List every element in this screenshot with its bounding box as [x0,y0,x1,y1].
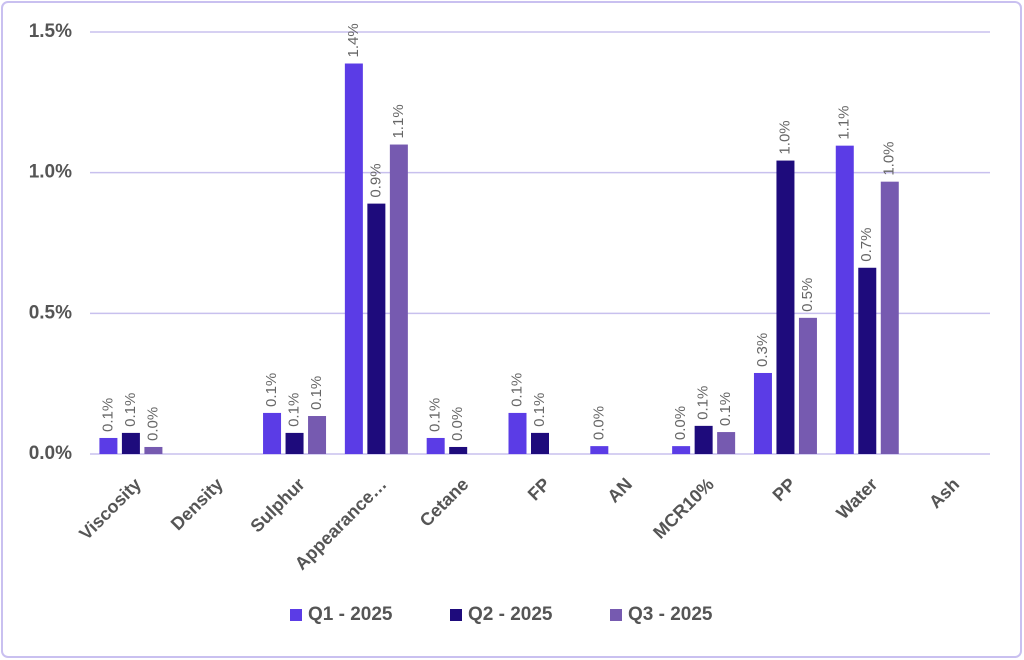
bar [776,160,795,454]
legend-swatch [450,609,462,621]
bar [590,446,609,454]
value-label: 0.9% [367,163,384,197]
y-tick-label: 0.0% [29,443,72,464]
bar [144,446,163,454]
bar [880,181,899,455]
value-label: 0.1% [99,398,116,432]
value-label: 0.1% [531,393,548,427]
value-label: 0.1% [695,386,712,420]
value-label: 0.1% [508,373,525,407]
bar [672,446,691,454]
value-label: 0.1% [263,373,280,407]
legend-label: Q2 - 2025 [468,604,553,625]
bar [367,203,386,454]
bar [858,267,877,454]
value-label: 0.1% [308,376,325,410]
y-tick-label: 0.5% [29,302,72,323]
y-tick-label: 1.5% [29,21,72,42]
value-label: 1.0% [881,141,898,175]
value-label: 1.1% [836,105,853,139]
value-label: 0.0% [672,406,689,440]
value-label: 0.0% [449,407,466,441]
bar [508,412,527,454]
value-label: 0.3% [754,333,771,367]
bar [531,432,549,454]
value-label: 0.0% [590,406,607,440]
value-label: 0.1% [122,393,139,427]
bar [308,416,327,454]
value-label: 0.1% [286,393,303,427]
value-label: 0.5% [799,278,816,312]
value-label: 1.1% [390,104,407,138]
bar [389,144,408,455]
legend-label: Q1 - 2025 [308,604,393,625]
bar [717,432,736,454]
value-label: 0.0% [144,407,161,441]
y-tick-label: 1.0% [29,162,72,183]
value-label: 0.1% [717,392,734,426]
legend-swatch [290,609,302,621]
legend-swatch [610,609,622,621]
bar [344,63,363,454]
bar [753,372,772,454]
bar [285,432,304,454]
bar [798,317,817,454]
value-label: 0.7% [858,228,875,262]
value-label: 1.4% [345,23,362,57]
bar [835,145,854,454]
value-label: 1.0% [776,120,793,154]
bar [694,425,713,454]
bar [99,437,118,454]
value-label: 0.1% [427,398,444,432]
legend-label: Q3 - 2025 [628,604,713,625]
bar [121,432,140,454]
bar [263,412,282,454]
bar [449,446,468,454]
bar [426,437,445,454]
